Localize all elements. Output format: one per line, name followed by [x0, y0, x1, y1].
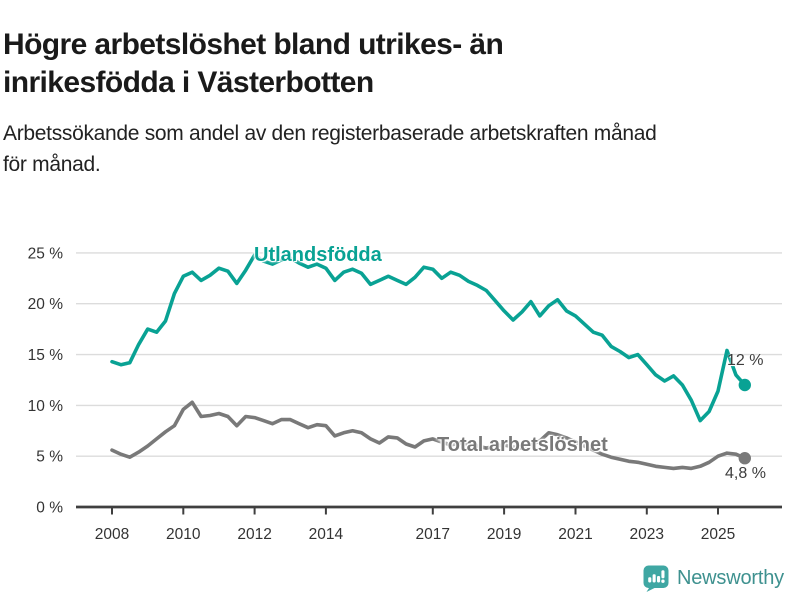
x-axis-label: 2017 [416, 526, 450, 543]
x-axis-label: 2019 [487, 526, 521, 543]
chart-subtitle: Arbetssökande som andel av den registerb… [3, 118, 793, 180]
x-axis-label: 2014 [309, 526, 344, 543]
y-axis-label: 5 % [36, 449, 63, 466]
page-title: Högre arbetslöshet bland utrikes- än inri… [3, 26, 583, 102]
y-axis-label: 0 % [36, 500, 63, 517]
x-axis-label: 2021 [558, 526, 592, 543]
title-line-2: inrikesfödda i Västerbotten [3, 66, 374, 100]
newsworthy-logo[interactable]: Newsworthy [643, 565, 784, 592]
x-axis-label: 2010 [166, 526, 201, 543]
total-end-dot [738, 452, 751, 465]
end-value-label-utlandsfodda: 12 % [727, 352, 764, 369]
y-axis-label: 10 % [28, 398, 64, 415]
x-axis-label: 2025 [701, 526, 735, 543]
utlandsfodda-line [110, 253, 747, 423]
title-line-1: Högre arbetslöshet bland utrikes- än [3, 28, 504, 62]
subtitle-line-1: Arbetssökande som andel av den registerb… [3, 122, 657, 145]
utlandsfodda-end-dot [738, 378, 751, 392]
series-label-utlandsfodda: Utlandsfödda [254, 244, 382, 266]
newsworthy-logo-text: Newsworthy [677, 567, 784, 589]
subtitle-line-2: för månad. [3, 153, 101, 176]
total-arbetsloshet-line [110, 400, 747, 471]
x-axis-label: 2012 [237, 526, 271, 543]
x-axis-label: 2023 [630, 526, 664, 543]
y-axis-label: 25 % [28, 245, 64, 262]
y-axis-label: 15 % [28, 347, 64, 364]
y-axis-label: 20 % [28, 296, 64, 313]
series-label-total-arbetsloshet: Total arbetslöshet [437, 434, 608, 456]
x-axis-label: 2008 [95, 526, 129, 543]
end-value-label-total: 4,8 % [725, 465, 766, 482]
unemployment-line-chart: 2008 2010 2012 2014 2017 2019 2021 2023 2025 0 % 5… [28, 245, 782, 543]
newsworthy-logo-icon [643, 565, 669, 592]
